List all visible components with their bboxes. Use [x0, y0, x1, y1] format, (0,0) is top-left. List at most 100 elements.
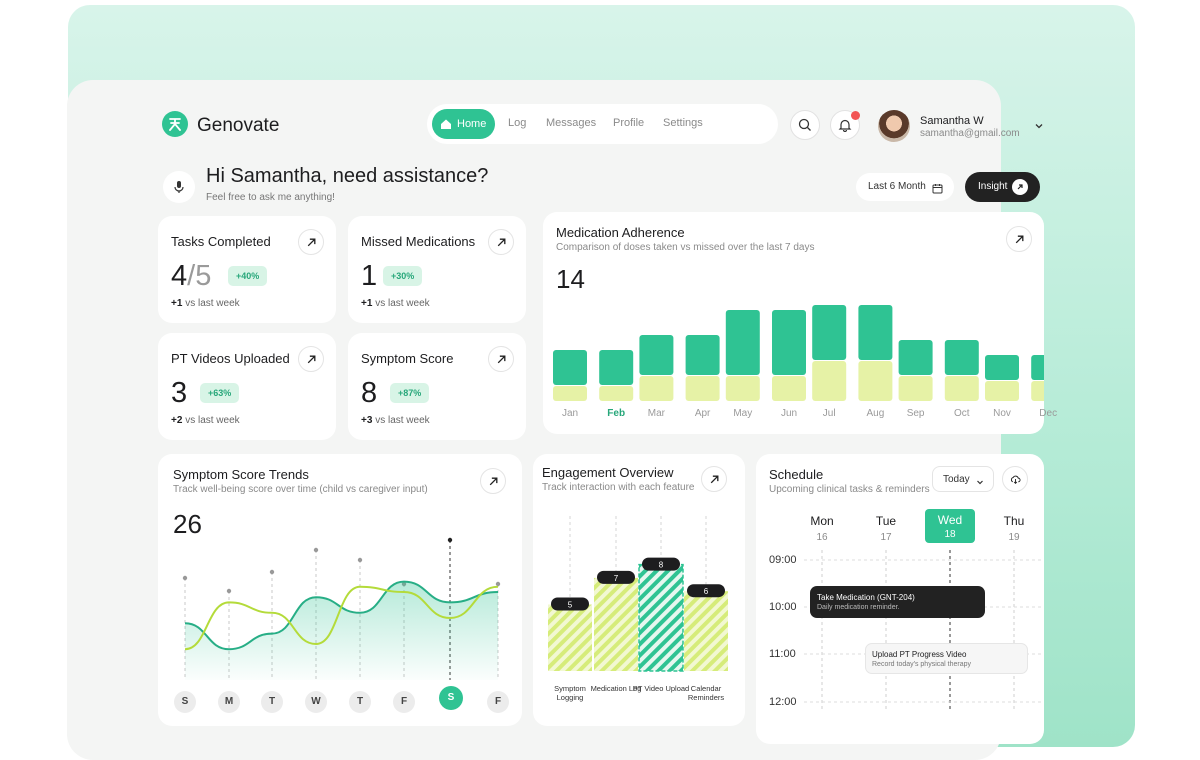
schedule-event[interactable]: Take Medication (GNT-204) Daily medicati…: [810, 586, 985, 618]
stat-open-button[interactable]: [298, 229, 324, 255]
schedule-day[interactable]: Thu 19: [989, 514, 1039, 543]
stat-title: Missed Medications: [361, 234, 476, 249]
gridline-marker: [357, 557, 363, 563]
nav-item-log[interactable]: Log: [508, 117, 527, 129]
stat-card[interactable]: Tasks Completed 4/5 +40% +1 vs last week: [158, 216, 336, 323]
stat-change-badge: +87%: [390, 383, 430, 403]
engagement-open-button[interactable]: [701, 466, 727, 492]
day-selector[interactable]: M: [218, 691, 240, 713]
month-label: Dec: [1039, 408, 1058, 419]
engagement-bar[interactable]: [684, 591, 728, 671]
month-label: Sep: [906, 408, 925, 419]
bar-missed: [944, 376, 979, 401]
nav-bar: Home Log Messages Profile Settings: [427, 104, 778, 144]
adherence-title: Medication Adherence: [556, 225, 685, 240]
nav-item-profile[interactable]: Profile: [613, 117, 645, 129]
engagement-bar[interactable]: [594, 577, 638, 671]
download-button[interactable]: [1002, 466, 1028, 492]
stat-card[interactable]: Missed Medications 1 +30% +1 vs last wee…: [348, 216, 526, 323]
nav-item-home[interactable]: Home: [432, 109, 495, 139]
day-selector[interactable]: T: [261, 691, 283, 713]
stat-value: 1: [361, 260, 377, 293]
search-button[interactable]: [790, 110, 820, 140]
value-pill: [687, 584, 725, 598]
value-pill: [597, 570, 635, 584]
stat-value: 3: [171, 377, 187, 410]
microphone-icon: [174, 181, 184, 193]
trends-open-button[interactable]: [480, 468, 506, 494]
stat-title: PT Videos Uploaded: [171, 351, 290, 366]
bar-missed: [812, 361, 847, 401]
voice-assistant-button[interactable]: [163, 171, 195, 203]
bar-taken: [985, 355, 1019, 380]
logo-icon: [162, 111, 188, 137]
stat-change-badge: +30%: [383, 266, 423, 286]
schedule-grid: [804, 550, 1041, 709]
adherence-open-button[interactable]: [1006, 226, 1032, 252]
schedule-day-name: Tue: [875, 514, 897, 528]
day-selector[interactable]: F: [393, 691, 415, 713]
month-label: Jan: [561, 408, 579, 419]
avatar[interactable]: [878, 110, 910, 142]
nav-item-messages[interactable]: Messages: [546, 117, 597, 129]
stat-footnote: +3 vs last week: [361, 415, 430, 426]
date-range-select[interactable]: Last 6 Month: [856, 173, 954, 201]
schedule-day[interactable]: Wed 18: [925, 509, 975, 543]
insight-button[interactable]: Insight: [965, 172, 1040, 202]
bar-missed: [685, 376, 720, 401]
day-selector[interactable]: F: [487, 691, 509, 713]
nav-item-settings[interactable]: Settings: [663, 117, 703, 129]
day-selector[interactable]: W: [305, 691, 327, 713]
stat-delta-text: vs last week: [375, 298, 430, 309]
adherence-chart: [553, 305, 1044, 401]
trends-title: Symptom Score Trends: [173, 467, 309, 482]
stat-delta: +3: [361, 415, 373, 426]
schedule-day-date: 17: [880, 532, 892, 543]
bar-missed: [858, 361, 893, 401]
time-label: 09:00: [769, 554, 797, 566]
day-selector[interactable]: T: [349, 691, 371, 713]
bar-taken: [639, 335, 674, 375]
month-label: Jun: [780, 408, 798, 419]
schedule-day[interactable]: Mon 16: [797, 514, 847, 543]
stat-title: Symptom Score: [361, 351, 454, 366]
stat-delta: +1: [361, 298, 373, 309]
engagement-bar[interactable]: [638, 563, 684, 672]
stat-open-button[interactable]: [488, 346, 514, 372]
home-icon: [439, 117, 453, 136]
day-selector[interactable]: S: [439, 686, 463, 710]
stat-card[interactable]: PT Videos Uploaded 3 +63% +2 vs last wee…: [158, 333, 336, 440]
stat-open-button[interactable]: [488, 229, 514, 255]
bar-taken: [772, 310, 806, 375]
series-area: [185, 581, 498, 680]
search-icon: [798, 118, 811, 131]
arrow-up-right-icon: [497, 355, 505, 363]
month-label: Aug: [866, 408, 885, 419]
schedule-day[interactable]: Tue 17: [861, 514, 911, 543]
month-label: Mar: [647, 408, 665, 419]
chevron-down-icon[interactable]: [1033, 119, 1045, 137]
stat-value-total: /5: [187, 260, 212, 292]
stat-footnote: +2 vs last week: [171, 415, 240, 426]
engagement-bar[interactable]: [548, 604, 592, 672]
bar-missed: [898, 376, 933, 401]
schedule-filter-select[interactable]: Today: [932, 466, 994, 492]
value-pill: [551, 597, 589, 611]
arrow-up-right-icon: [489, 477, 497, 485]
schedule-event[interactable]: Upload PT Progress Video Record today's …: [865, 643, 1028, 674]
series-line-child: [184, 580, 499, 651]
cloud-download-icon: [1010, 475, 1021, 484]
bar-taken: [1031, 355, 1044, 380]
stat-open-button[interactable]: [298, 346, 324, 372]
adherence-value: 14: [556, 264, 585, 294]
day-selector[interactable]: S: [174, 691, 196, 713]
stat-card[interactable]: Symptom Score 8 +87% +3 vs last week: [348, 333, 526, 440]
schedule-day-date: 16: [816, 532, 828, 543]
trends-value: 26: [173, 509, 202, 539]
adherence-subtitle: Comparison of doses taken vs missed over…: [556, 242, 815, 253]
value-label: 8: [659, 561, 664, 570]
bar-missed: [772, 376, 806, 401]
stat-change-badge: +40%: [228, 266, 268, 286]
stat-value: 4/5: [171, 260, 211, 293]
notification-button[interactable]: [830, 110, 860, 140]
